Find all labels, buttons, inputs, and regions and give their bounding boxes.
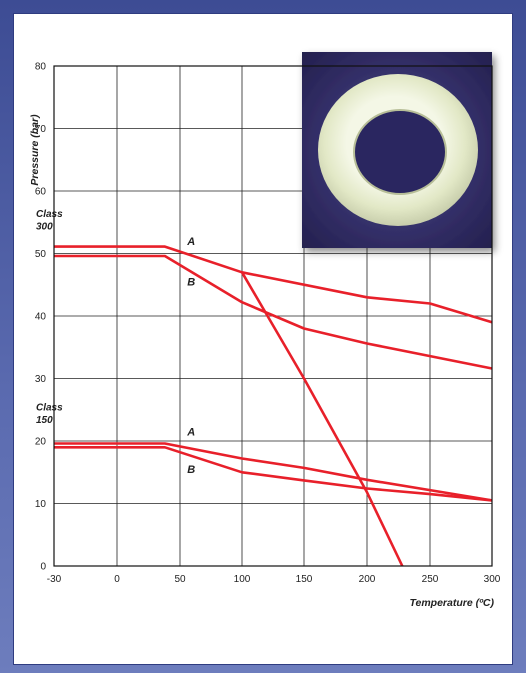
x-tick-label: 250 — [422, 574, 439, 585]
series-line-4 — [54, 445, 493, 502]
series-line-5 — [240, 271, 404, 567]
y-tick-label: 20 — [35, 437, 47, 448]
y-tick-label: 40 — [35, 312, 47, 323]
x-axis-title: Temperature (ºC) — [409, 597, 494, 609]
y-tick-label: 60 — [35, 187, 47, 198]
y-tick-label: 50 — [35, 249, 47, 260]
x-tick-label: -30 — [47, 574, 62, 585]
y-axis-title: Pressure (bar) — [29, 114, 41, 186]
x-tick-label: 50 — [174, 574, 186, 585]
ring-hole-icon — [353, 109, 447, 195]
y-tick-label: 70 — [35, 124, 47, 135]
curve-label: A — [186, 427, 195, 439]
y-tick-label: 80 — [35, 62, 47, 73]
data-series — [54, 245, 493, 567]
series-line-1 — [54, 245, 493, 324]
product-photo — [302, 52, 492, 248]
curve-label: A — [186, 236, 195, 248]
curve-label: B — [187, 464, 195, 476]
class-label: Class — [36, 403, 63, 414]
y-tick-label: 10 — [35, 499, 47, 510]
series-line-3 — [54, 442, 493, 502]
x-tick-label: 0 — [114, 574, 120, 585]
class-label: Class — [36, 209, 63, 220]
x-tick-label: 150 — [296, 574, 313, 585]
chart-labels: -30 0 50 100 150 200 250 30001020304050607080Pr… — [29, 62, 501, 610]
x-tick-label: 300 — [484, 574, 501, 585]
class-label: 300 — [36, 221, 53, 232]
y-tick-label: 0 — [40, 562, 46, 573]
class-label: 150 — [36, 415, 53, 426]
curve-label: B — [187, 277, 195, 289]
plot-frame — [53, 65, 493, 567]
x-tick-label: 200 — [359, 574, 376, 585]
x-tick-label: 100 — [234, 574, 251, 585]
y-tick-label: 30 — [35, 374, 47, 385]
series-line-2 — [54, 254, 493, 370]
